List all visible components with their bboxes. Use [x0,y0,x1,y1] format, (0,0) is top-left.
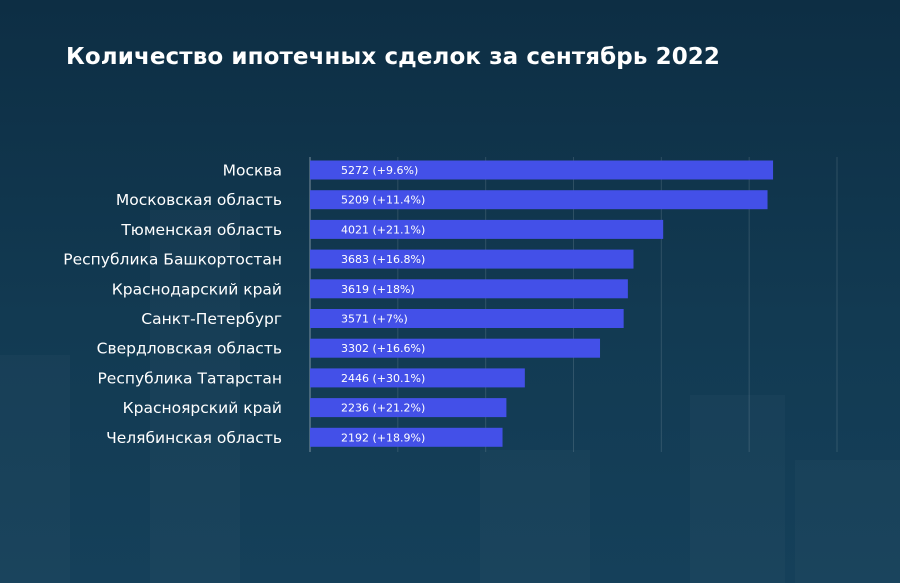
bar [310,190,768,210]
data-label: 2236 (+21.2%) [341,402,425,415]
bar [310,338,601,358]
category-label: Республика Башкортостан [63,251,282,269]
bar [310,427,503,447]
category-label: Московская область [116,191,282,209]
category-label: Свердловская область [97,340,282,358]
data-label: 3683 (+16.8%) [341,253,425,266]
chart-title: Количество ипотечных сделок за сентябрь … [66,44,721,70]
data-label: 5209 (+11.4%) [341,194,425,207]
labels: Москва 5272 (+9.6%) Московская область 5209… [63,162,425,447]
category-label: Краснодарский край [112,280,282,298]
category-label: Республика Татарстан [97,369,282,387]
data-label: 5272 (+9.6%) [341,164,418,177]
bar [310,368,525,388]
bar [310,219,664,239]
category-label: Москва [223,162,282,180]
data-label: 2446 (+30.1%) [341,372,425,385]
bar [310,309,624,328]
data-label: 3571 (+7%) [341,313,408,326]
bars [310,160,774,447]
bar [310,398,507,418]
data-label: 4021 (+21.1%) [341,223,425,236]
data-label: 3302 (+16.6%) [341,342,425,355]
bar [310,279,628,299]
data-label: 3619 (+18%) [341,283,415,296]
category-label: Тюменская область [120,221,282,239]
category-label: Санкт-Петербург [141,310,282,328]
category-label: Красноярский край [123,399,282,417]
data-label: 2192 (+18.9%) [341,431,425,444]
category-label: Челябинская область [106,429,282,447]
bar [310,249,634,269]
bar [310,160,774,180]
